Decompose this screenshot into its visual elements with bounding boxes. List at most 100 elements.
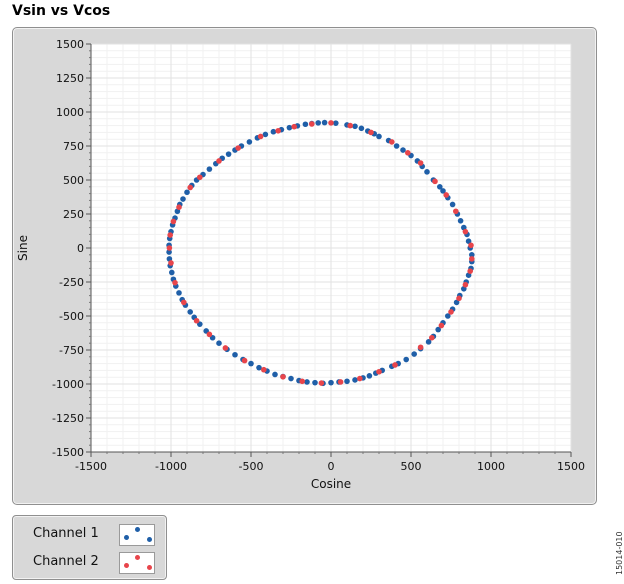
data-point <box>257 133 264 140</box>
data-point <box>456 295 462 302</box>
x-tick-label: -1000 <box>155 460 187 473</box>
data-point <box>333 120 339 126</box>
data-point <box>248 360 254 367</box>
data-point <box>318 380 325 386</box>
data-point <box>393 143 400 149</box>
scatter-plot[interactable]: -1500 -1000 -500 0 500 1000 1500 1500 1250 1000 75… <box>13 28 598 506</box>
data-point <box>225 151 232 157</box>
data-point <box>168 260 174 266</box>
data-point <box>347 122 354 129</box>
data-point <box>443 192 450 198</box>
y-tick-label: 750 <box>63 140 84 153</box>
data-point <box>321 119 328 126</box>
data-point <box>432 178 438 185</box>
y-tick-label: -750 <box>59 344 84 357</box>
data-point <box>256 364 262 371</box>
chart-panel: -1500 -1000 -500 0 500 1000 1500 1500 1250 1000 75… <box>12 27 597 505</box>
x-tick-label: 1500 <box>557 460 585 473</box>
data-point <box>167 232 173 238</box>
data-point <box>352 377 358 383</box>
legend-label: Channel 2 <box>33 554 99 569</box>
data-point <box>312 379 318 386</box>
data-point <box>176 290 182 296</box>
data-point <box>184 189 190 196</box>
y-tick-label: 250 <box>63 208 84 221</box>
data-point <box>216 158 222 164</box>
legend-item-channel-2[interactable]: Channel 2 <box>13 550 168 576</box>
data-point <box>280 373 286 380</box>
data-point <box>368 129 374 136</box>
y-axis: 1500 1250 1000 750 500 250 0 -250 -500 -750 -1000 -… <box>52 38 91 459</box>
data-point <box>469 256 475 262</box>
data-point <box>453 208 459 215</box>
data-point <box>241 357 248 364</box>
data-point <box>309 121 315 127</box>
swatch-dot <box>135 527 140 532</box>
data-point <box>337 379 344 385</box>
y-tick-label: 1250 <box>56 72 84 85</box>
y-tick-label: 1500 <box>56 38 84 51</box>
figure-id: 15014-010 <box>615 531 624 575</box>
data-point <box>376 368 382 375</box>
grid <box>90 43 572 453</box>
data-point <box>429 334 435 341</box>
data-point <box>272 371 278 378</box>
y-tick-label: -500 <box>59 310 84 323</box>
y-tick-label: -250 <box>59 276 84 289</box>
series-2 <box>166 120 475 386</box>
x-tick-label: -500 <box>239 460 264 473</box>
x-axis-label: Cosine <box>311 477 351 491</box>
legend-swatch-channel-1 <box>119 524 155 546</box>
data-point <box>389 139 395 145</box>
legend-item-channel-1[interactable]: Channel 1 <box>13 522 168 548</box>
y-tick-label: -1250 <box>52 412 84 425</box>
swatch-dot <box>124 563 129 568</box>
legend-swatch-channel-2 <box>119 552 155 574</box>
y-tick-label: -1000 <box>52 378 84 391</box>
data-point <box>437 184 443 190</box>
y-tick-label: 1000 <box>56 106 84 119</box>
data-point <box>411 351 418 357</box>
data-point <box>286 124 293 131</box>
data-point <box>392 362 398 368</box>
x-axis: -1500 -1000 -500 0 500 1000 1500 <box>75 452 585 473</box>
data-point <box>357 375 363 382</box>
data-point <box>445 313 451 319</box>
data-point <box>315 120 322 126</box>
data-point <box>176 204 182 210</box>
data-point <box>358 125 365 132</box>
data-point <box>172 279 178 286</box>
swatch-dot <box>147 565 152 570</box>
data-point <box>197 174 203 181</box>
data-point <box>181 299 187 306</box>
y-tick-label: -1500 <box>52 446 84 459</box>
data-point <box>465 238 472 244</box>
chart-title: Vsin vs Vcos <box>12 3 111 19</box>
data-point <box>328 379 334 386</box>
data-point <box>275 127 282 134</box>
swatch-dot <box>124 535 129 540</box>
legend-label: Channel 1 <box>33 526 99 541</box>
data-point <box>417 344 424 351</box>
data-point <box>449 201 456 208</box>
data-point <box>262 131 269 138</box>
data-point <box>270 128 277 135</box>
data-point <box>405 150 411 156</box>
data-point <box>366 373 373 379</box>
data-point <box>462 228 469 235</box>
y-tick-label: 0 <box>77 242 84 255</box>
data-point <box>216 340 222 347</box>
data-point <box>180 196 186 202</box>
x-tick-label: 0 <box>328 460 335 473</box>
data-point <box>169 269 175 276</box>
data-point <box>246 139 253 145</box>
data-point <box>424 169 430 175</box>
data-point <box>352 123 358 130</box>
data-point <box>468 242 474 249</box>
data-point <box>170 218 177 225</box>
data-point <box>440 188 446 194</box>
data-point <box>462 281 469 288</box>
data-point <box>261 366 267 373</box>
data-point <box>435 326 442 333</box>
x-tick-label: -1500 <box>75 460 107 473</box>
